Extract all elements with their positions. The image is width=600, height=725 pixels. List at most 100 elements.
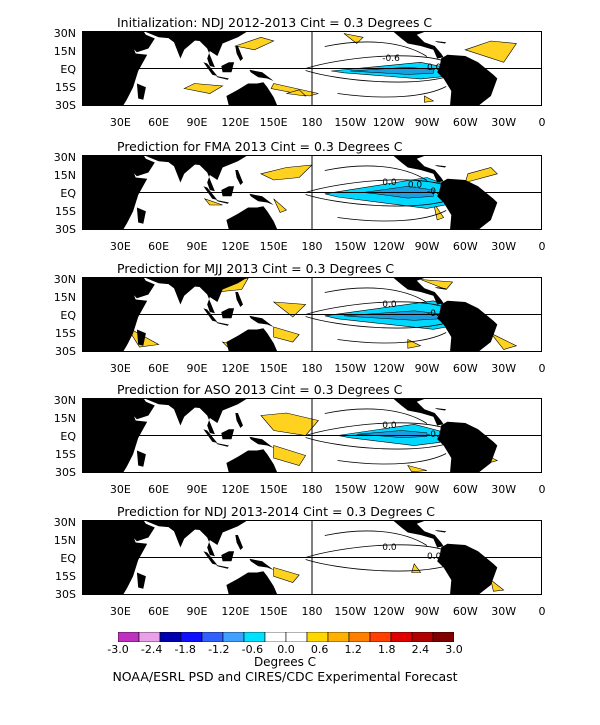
colorbar-tick-label: -2.4 xyxy=(140,643,163,656)
strong-cool-anomaly-region xyxy=(350,67,434,75)
panel-title: Initialization: NDJ 2012-2013 Cint = 0.3… xyxy=(117,15,433,30)
land-borneo xyxy=(221,186,235,197)
land-philippines xyxy=(235,46,243,61)
warm-anomaly-region xyxy=(407,465,428,473)
land-asia_top xyxy=(133,277,249,314)
contour-label: -0.6 xyxy=(382,54,400,64)
lon-label: 60E xyxy=(148,362,170,375)
lon-label: 90E xyxy=(186,483,208,496)
lat-label: 30N xyxy=(53,273,76,286)
land-arabia xyxy=(126,277,155,299)
lat-label: 30N xyxy=(53,516,76,529)
land-samerica xyxy=(437,54,498,106)
land-java xyxy=(216,200,229,204)
lon-label: 90W xyxy=(414,483,440,496)
colorbar-swatch xyxy=(243,631,266,643)
lon-label: 150W xyxy=(334,483,367,496)
colorbar-swatches xyxy=(117,631,455,643)
land-namerica xyxy=(392,520,444,548)
land-madagascar xyxy=(136,450,146,467)
lon-label: 60W xyxy=(452,483,478,496)
sst-anomaly-map: 0.0 -0.6 xyxy=(82,277,542,352)
warm-anomaly-region xyxy=(424,95,435,103)
land-java xyxy=(216,565,229,569)
land-newguinea xyxy=(249,193,274,205)
land-arabia xyxy=(126,155,155,177)
contour-label: 0.0 xyxy=(382,300,397,310)
warm-anomaly-region xyxy=(273,198,287,213)
land-borneo xyxy=(221,551,235,562)
land-borneo xyxy=(221,429,235,440)
footer-credit: NOAA/ESRL PSD and CIRES/CDC Experimental… xyxy=(112,669,458,684)
colorbar-tick-label: -1.2 xyxy=(208,643,230,656)
land-arabia xyxy=(126,520,155,542)
lon-label: 90W xyxy=(414,362,440,375)
map-panel: Prediction for FMA 2013 Cint = 0.3 Degre… xyxy=(0,140,600,260)
lon-label: 30E xyxy=(109,240,131,253)
lat-label: EQ xyxy=(60,552,76,565)
lat-label: 15S xyxy=(55,205,76,218)
colorbar-labels: -3.0 -2.4 -1.8 -1.2 -0.6 0.0 0.6 1.2 1.8 2.4 3.0 xyxy=(0,643,600,657)
lat-label: 30S xyxy=(55,223,76,236)
lat-label: EQ xyxy=(60,63,76,76)
lon-label: 30W xyxy=(491,362,517,375)
land-newguinea xyxy=(249,315,274,327)
lat-label: EQ xyxy=(60,430,76,443)
land-cuba xyxy=(434,530,447,533)
colorbar-swatch xyxy=(348,631,371,643)
warm-anomaly-region xyxy=(260,164,313,181)
warm-anomaly-region xyxy=(490,333,518,350)
lon-label: 120E xyxy=(221,362,250,375)
colorbar-swatch xyxy=(117,631,140,643)
panel-title: Prediction for FMA 2013 Cint = 0.3 Degre… xyxy=(117,139,403,154)
lon-label: 60E xyxy=(148,116,170,129)
lon-label: 0 xyxy=(538,483,546,496)
warm-anomaly-region xyxy=(490,579,505,592)
lon-label: 90E xyxy=(186,605,208,618)
land-namerica xyxy=(392,31,444,59)
lon-label: 120E xyxy=(221,240,250,253)
land-namerica xyxy=(392,277,444,305)
lon-label: 120W xyxy=(372,240,405,253)
land-sumatra xyxy=(203,551,218,565)
lat-label: 15N xyxy=(53,169,76,182)
contour-label: -0.6 xyxy=(427,309,445,319)
colorbar-tick-label: 0.6 xyxy=(310,643,329,656)
lon-label: 90E xyxy=(186,116,208,129)
contour-label: 0.0 xyxy=(427,63,442,73)
lon-label: 120W xyxy=(372,116,405,129)
contour-label: 0.0 xyxy=(382,543,397,553)
colorbar-tick-label: 2.4 xyxy=(411,643,430,656)
lat-label: EQ xyxy=(60,187,76,200)
colorbar-swatch xyxy=(201,631,224,643)
lon-label: 180 xyxy=(301,116,323,129)
lat-label: 15N xyxy=(53,291,76,304)
lon-label: 60W xyxy=(452,362,478,375)
lon-label: 60W xyxy=(452,605,478,618)
contour-label: -0.6 xyxy=(427,187,445,197)
lon-label: 150E xyxy=(259,483,288,496)
lon-label: 90E xyxy=(186,362,208,375)
land-madagascar xyxy=(136,83,146,100)
colorbar-units: Degrees C xyxy=(253,655,317,669)
land-namerica xyxy=(392,398,444,426)
lon-label: 90E xyxy=(186,240,208,253)
colorbar-swatch xyxy=(285,631,308,643)
sst-anomaly-map: 0.0 -0.6 xyxy=(82,398,542,473)
land-philippines xyxy=(235,413,243,428)
colorbar-tick-label: -3.0 xyxy=(107,643,129,656)
colorbar-swatch xyxy=(264,631,287,643)
land-asia_top xyxy=(133,31,249,68)
land-sumatra xyxy=(203,308,218,322)
lon-label: 30E xyxy=(109,362,131,375)
panel-title: Prediction for MJJ 2013 Cint = 0.3 Degre… xyxy=(117,261,395,276)
land-borneo xyxy=(221,62,235,73)
land-philippines xyxy=(235,535,243,550)
colorbar-swatch xyxy=(159,631,182,643)
lon-label: 150E xyxy=(259,362,288,375)
colorbar-tick-label: -1.8 xyxy=(174,643,196,656)
lon-label: 150E xyxy=(259,116,288,129)
warm-anomaly-region xyxy=(273,567,300,583)
lon-label: 150E xyxy=(259,240,288,253)
land-australia xyxy=(226,449,278,473)
